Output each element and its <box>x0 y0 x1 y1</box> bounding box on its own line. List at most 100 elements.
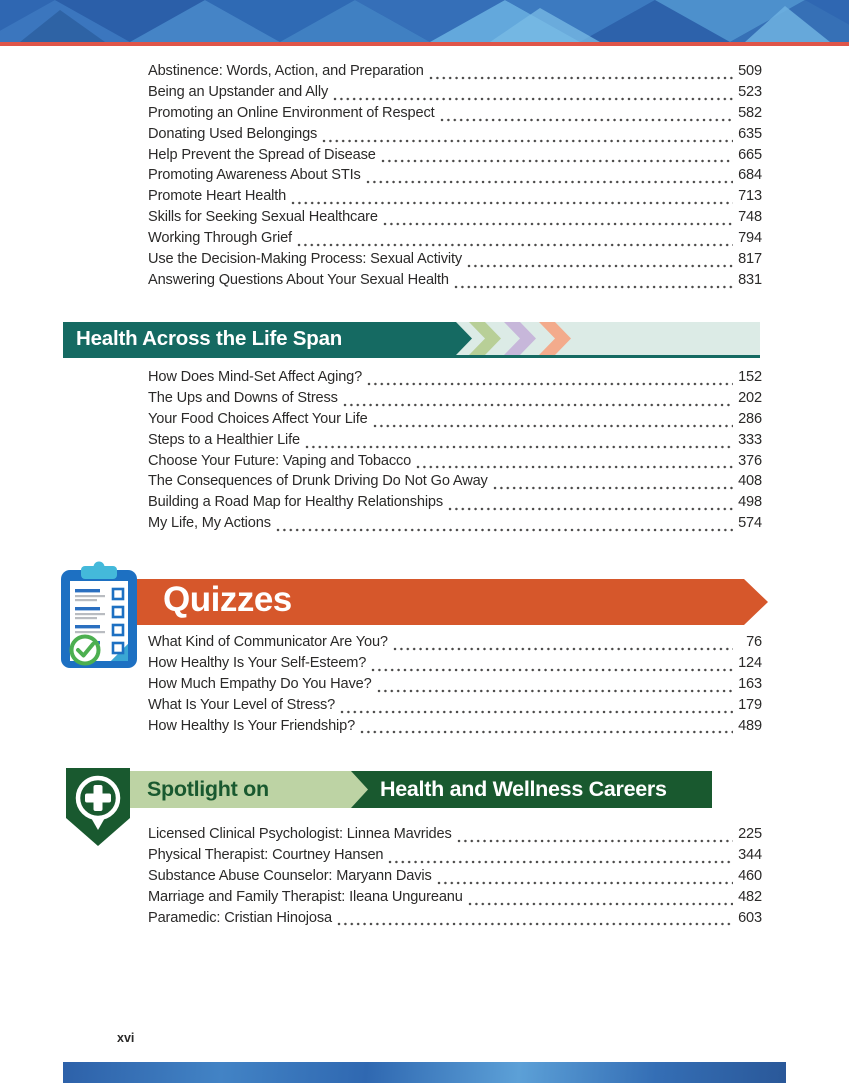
toc-entry-title: Working Through Grief <box>148 230 292 247</box>
dot-leader <box>456 838 733 843</box>
section-title-lifespan: Health Across the Life Span <box>76 326 343 350</box>
lifespan-banner-arrow: Health Across the Life Span <box>63 322 472 355</box>
toc-entry-page: 225 <box>738 826 762 842</box>
toc-entry-title: The Ups and Downs of Stress <box>148 389 338 406</box>
dot-leader <box>372 423 733 428</box>
chevron-arrows-icon <box>469 322 571 355</box>
toc-entry: Your Food Choices Affect Your Life 286 <box>148 411 762 432</box>
toc-entry-page: 684 <box>738 167 762 184</box>
toc-entry-page: 523 <box>738 83 762 100</box>
dot-leader <box>428 75 733 80</box>
toc-entry: Promoting Awareness About STIs 684 <box>148 167 762 188</box>
toc-entry-title: Marriage and Family Therapist: Ileana Un… <box>148 888 463 905</box>
dot-leader <box>492 486 733 491</box>
toc-entry-title: Being an Upstander and Ally <box>148 83 329 100</box>
toc-entry-title: What Is Your Level of Stress? <box>148 696 336 713</box>
toc-entry: How Healthy Is Your Self-Esteem? 124 <box>148 655 762 676</box>
dot-leader <box>453 284 733 289</box>
blue-triangles-pattern <box>0 0 849 42</box>
header-geometric-band <box>0 0 849 46</box>
toc-entry-page: 76 <box>746 634 762 650</box>
toc-entry-page: 460 <box>738 867 762 884</box>
dot-leader <box>467 263 733 268</box>
toc-entry-title: Building a Road Map for Healthy Relation… <box>148 494 444 511</box>
toc-entry-page: 482 <box>738 888 762 905</box>
toc-entry: Donating Used Belongings 635 <box>148 126 762 147</box>
toc-entry-page: 582 <box>738 104 762 121</box>
toc-entry: Promote Heart Health 713 <box>148 188 762 209</box>
spotlight-banner-light-segment: Spotlight on <box>118 771 368 808</box>
toc-entry-title: Substance Abuse Counselor: Maryann Davis <box>148 867 432 884</box>
dot-leader <box>365 180 733 185</box>
toc-entry: Answering Questions About Your Sexual He… <box>148 272 762 293</box>
toc-entry: Use the Decision-Making Process: Sexual … <box>148 251 762 272</box>
toc-entry-title: Skills for Seeking Sexual Healthcare <box>148 209 378 226</box>
dot-leader <box>342 402 733 407</box>
toc-entry-title: Promote Heart Health <box>148 188 287 205</box>
dot-leader <box>291 201 733 206</box>
section-title-spotlight-dark: Health and Wellness Careers <box>380 777 667 801</box>
dot-leader <box>371 667 733 672</box>
toc-entry-page: 509 <box>738 63 762 79</box>
toc-entry-page: 817 <box>738 251 762 268</box>
toc-entry-page: 333 <box>738 431 762 448</box>
toc-entry-page: 574 <box>738 515 762 532</box>
dot-leader <box>436 880 733 885</box>
toc-entry-page: 376 <box>738 452 762 469</box>
medical-cross-badge-icon <box>66 768 130 846</box>
dot-leader <box>376 688 733 693</box>
dot-leader <box>448 507 733 512</box>
toc-entry: How Much Empathy Do You Have? 163 <box>148 676 762 697</box>
toc-entry-page: 163 <box>738 675 762 692</box>
toc-entry-page: 665 <box>738 146 762 163</box>
toc-entry-page: 713 <box>738 188 762 205</box>
toc-entry: Licensed Clinical Psychologist: Linnea M… <box>148 826 762 847</box>
toc-entry-page: 179 <box>738 696 762 713</box>
toc-entry: The Consequences of Drunk Driving Do Not… <box>148 473 762 494</box>
dot-leader <box>360 730 733 735</box>
toc-list-quizzes: What Kind of Communicator Are You? 76 How … <box>148 634 762 738</box>
toc-entry: What Is Your Level of Stress? 179 <box>148 697 762 718</box>
header-red-rule <box>0 42 849 46</box>
toc-entry-page: 408 <box>738 473 762 490</box>
toc-entry: Marriage and Family Therapist: Ileana Un… <box>148 889 762 910</box>
toc-entry-title: Choose Your Future: Vaping and Tobacco <box>148 452 412 469</box>
toc-entry: My Life, My Actions 574 <box>148 515 762 536</box>
toc-entry: Substance Abuse Counselor: Maryann Davis… <box>148 868 762 889</box>
toc-entry: Choose Your Future: Vaping and Tobacco 37… <box>148 453 762 474</box>
spotlight-banner-dark-segment: Health and Wellness Careers <box>328 771 712 808</box>
dot-leader <box>336 922 733 927</box>
toc-entry-page: 286 <box>738 410 762 427</box>
toc-entry-page: 344 <box>738 846 762 863</box>
toc-list-intro: Abstinence: Words, Action, and Preparati… <box>148 63 762 293</box>
dot-leader <box>467 901 733 906</box>
toc-entry-title: How Healthy Is Your Friendship? <box>148 717 356 734</box>
toc-entry-page: 124 <box>738 654 762 671</box>
dot-leader <box>380 159 733 164</box>
toc-entry: Help Prevent the Spread of Disease 665 <box>148 147 762 168</box>
toc-entry: Physical Therapist: Courtney Hansen 344 <box>148 847 762 868</box>
dot-leader <box>439 117 733 122</box>
toc-entry-title: How Much Empathy Do You Have? <box>148 675 372 692</box>
toc-entry: Promoting an Online Environment of Respe… <box>148 105 762 126</box>
page-number-folio: xvi <box>117 1031 135 1045</box>
dot-leader <box>275 528 733 533</box>
toc-entry-page: 603 <box>738 909 762 926</box>
toc-entry-page: 498 <box>738 494 762 511</box>
dot-leader <box>392 646 733 651</box>
toc-entry-title: What Kind of Communicator Are You? <box>148 634 388 650</box>
toc-entry-title: Donating Used Belongings <box>148 125 318 142</box>
toc-entry-title: Licensed Clinical Psychologist: Linnea M… <box>148 826 452 842</box>
section-title-quizzes: Quizzes <box>163 580 292 619</box>
dot-leader <box>382 222 733 227</box>
toc-entry-page: 794 <box>738 230 762 247</box>
toc-entry: How Healthy Is Your Friendship? 489 <box>148 718 762 739</box>
dot-leader <box>322 138 733 143</box>
clipboard-checklist-icon <box>61 561 137 668</box>
toc-entry-title: Promoting Awareness About STIs <box>148 167 361 184</box>
dot-leader <box>367 381 733 386</box>
toc-entry-page: 489 <box>738 717 762 734</box>
toc-entry: The Ups and Downs of Stress 202 <box>148 390 762 411</box>
toc-entry-title: How Does Mind-Set Affect Aging? <box>148 369 363 385</box>
